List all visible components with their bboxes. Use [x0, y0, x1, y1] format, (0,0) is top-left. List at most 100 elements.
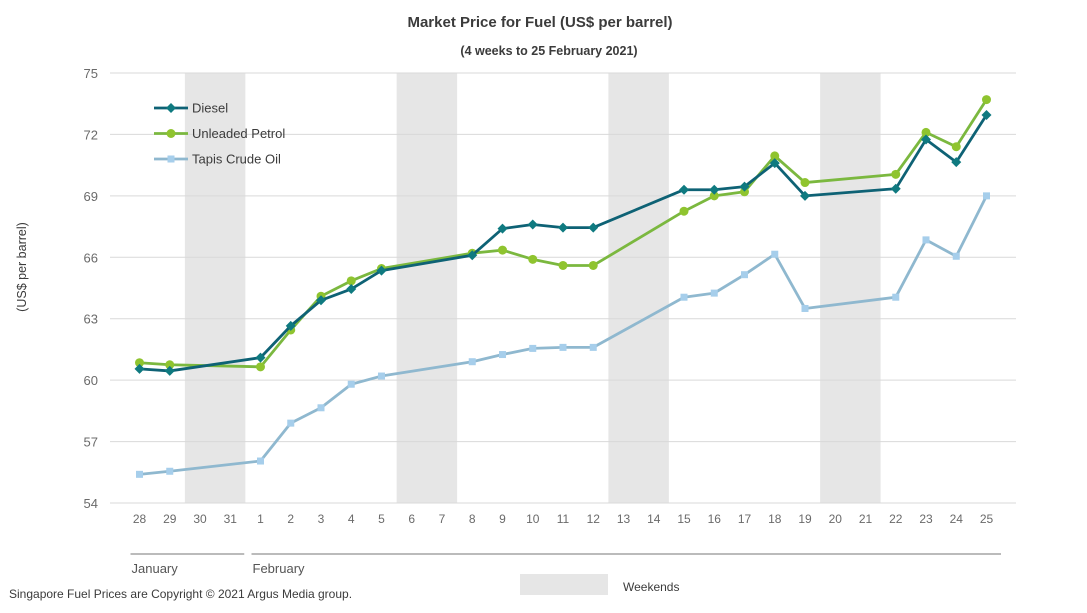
y-tick-label: 60 [84, 373, 98, 388]
series-tapis-crude-oil [136, 192, 990, 478]
data-point [347, 380, 355, 388]
legend-item: Tapis Crude Oil [154, 152, 281, 167]
x-tick-label: 1 [257, 512, 264, 526]
data-point [287, 419, 295, 427]
x-tick-label: 13 [617, 512, 631, 526]
data-point [467, 250, 478, 261]
data-series [134, 95, 992, 478]
data-point [588, 260, 598, 270]
data-point [710, 289, 718, 297]
data-point [951, 157, 962, 168]
weekend-key-label: Weekends [623, 580, 679, 594]
x-tick-label: 14 [647, 512, 661, 526]
data-point [166, 129, 176, 138]
x-tick-label: 22 [889, 512, 903, 526]
x-tick-label: 28 [133, 512, 147, 526]
x-tick-label: 7 [439, 512, 446, 526]
x-tick-label: 24 [950, 512, 964, 526]
data-point [165, 360, 175, 370]
x-tick-label: 16 [708, 512, 722, 526]
data-point [739, 181, 750, 192]
data-point [921, 127, 931, 137]
copyright-note: Singapore Fuel Prices are Copyright © 20… [9, 587, 352, 601]
data-point [499, 351, 506, 359]
y-tick-label: 57 [84, 435, 98, 450]
legend-item: Diesel [154, 101, 228, 116]
data-point [709, 191, 719, 201]
data-point [317, 404, 325, 412]
x-tick-label: 17 [738, 512, 752, 526]
weekend-key: Weekends [520, 574, 679, 595]
data-point [498, 245, 507, 255]
data-point [951, 142, 961, 152]
weekend-band [608, 73, 669, 503]
data-point [135, 358, 144, 368]
x-tick-label: 8 [469, 512, 476, 526]
data-point [771, 250, 779, 258]
x-tick-label: 3 [318, 512, 325, 526]
data-point [164, 365, 175, 376]
data-point [285, 320, 296, 331]
gridlines [110, 72, 1016, 504]
data-point [257, 457, 264, 465]
x-tick-label: 12 [587, 512, 601, 526]
x-tick-label: 18 [768, 512, 782, 526]
y-axis-label: (US$ per barrel) [15, 222, 29, 312]
x-axis-ticks: 28 29 30 31 1 2 3 4 5 6 7 8 9 10 11 12 13 14 15 16 17 18 19 20 2… [133, 512, 994, 526]
data-point [167, 155, 175, 163]
data-point [558, 222, 568, 233]
data-point [558, 260, 568, 270]
x-tick-label: 4 [348, 512, 355, 526]
data-point [136, 470, 143, 478]
month-label: January [132, 561, 179, 576]
y-tick-label: 69 [84, 189, 98, 204]
data-point [741, 271, 748, 279]
month-axis: January February [130, 553, 1001, 576]
data-point [982, 95, 991, 105]
data-point [468, 358, 476, 366]
y-tick-label: 63 [84, 312, 98, 327]
data-point [891, 169, 901, 179]
y-tick-label: 72 [84, 127, 98, 142]
x-tick-label: 23 [919, 512, 933, 526]
data-point [892, 293, 900, 301]
x-tick-label: 10 [526, 512, 540, 526]
data-point [527, 219, 538, 230]
data-point [316, 295, 326, 306]
chart-subtitle: (4 weeks to 25 February 2021) [460, 44, 637, 58]
x-tick-label: 11 [557, 512, 570, 526]
x-tick-label: 5 [378, 512, 385, 526]
data-point [166, 103, 176, 113]
data-point [588, 222, 599, 233]
x-tick-label: 15 [677, 512, 691, 526]
weekend-key-swatch [520, 574, 608, 595]
data-point [528, 254, 538, 264]
data-point [922, 236, 930, 244]
data-point [800, 190, 810, 201]
y-tick-label: 66 [84, 250, 98, 265]
data-point [890, 183, 901, 194]
x-tick-label: 25 [980, 512, 994, 526]
data-point [378, 372, 385, 380]
data-point [529, 344, 537, 352]
weekend-band [184, 73, 246, 503]
data-point [983, 192, 990, 200]
legend-label: Tapis Crude Oil [192, 152, 281, 167]
y-tick-label: 54 [84, 496, 98, 511]
data-point [800, 178, 810, 188]
data-point [770, 151, 780, 161]
legend-item: Unleaded Petrol [154, 126, 285, 141]
data-point [346, 284, 357, 295]
chart-title: Market Price for Fuel (US$ per barrel) [407, 14, 672, 31]
weekend-bands [184, 73, 881, 503]
data-point [740, 187, 749, 197]
data-point [709, 184, 720, 195]
data-point [589, 343, 597, 351]
x-tick-label: 6 [408, 512, 415, 526]
data-point [801, 304, 809, 312]
x-tick-label: 21 [859, 512, 873, 526]
data-point [497, 223, 508, 234]
data-point [679, 184, 689, 195]
data-point [134, 363, 145, 374]
